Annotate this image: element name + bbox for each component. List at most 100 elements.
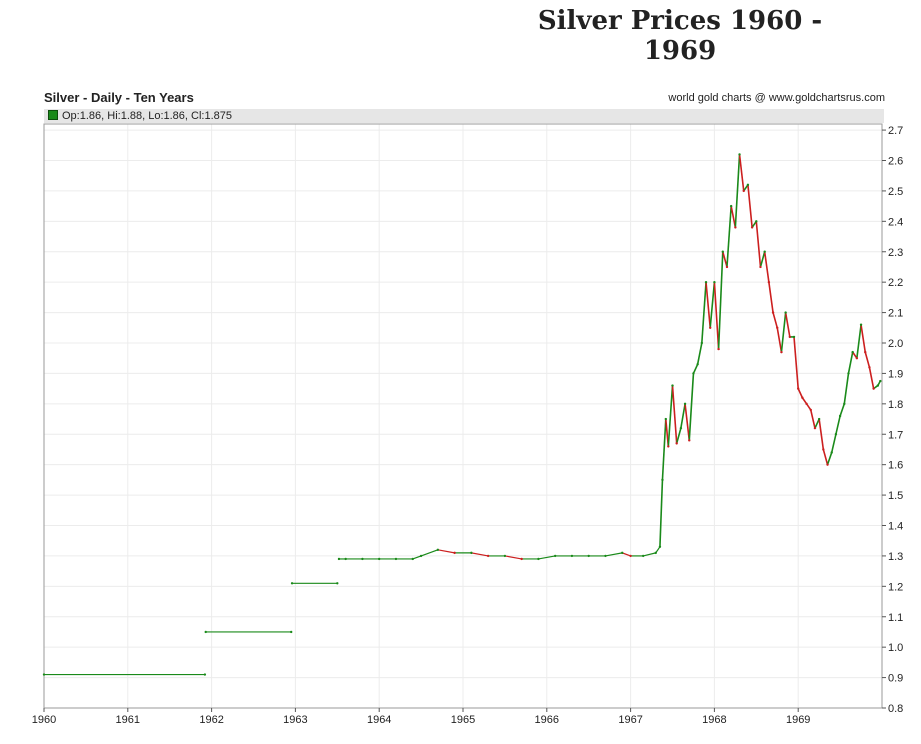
price-point — [755, 220, 758, 223]
price-point — [759, 265, 762, 269]
price-segment — [814, 418, 820, 429]
price-point — [629, 554, 632, 558]
price-segment — [692, 363, 699, 374]
price-segment — [843, 373, 850, 404]
price-point — [725, 265, 729, 269]
price-point — [879, 379, 882, 383]
price-segment — [671, 385, 678, 444]
price-point — [717, 347, 720, 351]
x-tick-label: 1964 — [367, 714, 391, 726]
x-tick-label: 1966 — [535, 714, 559, 726]
price-segment — [688, 373, 695, 441]
price-segment — [655, 546, 661, 554]
ohlc-legend-text: Op:1.86, Hi:1.88, Lo:1.86, Cl:1.875 — [62, 110, 233, 122]
price-point — [394, 557, 398, 561]
price-point — [792, 335, 796, 339]
price-segment — [768, 282, 774, 313]
price-point — [570, 554, 574, 558]
price-segment — [805, 403, 812, 411]
price-point — [746, 183, 750, 187]
price-point — [713, 280, 716, 284]
price-segment — [763, 251, 770, 283]
price-point — [797, 387, 800, 390]
price-point — [729, 204, 733, 208]
price-segment — [835, 415, 841, 435]
price-segment — [852, 351, 858, 359]
price-segment — [772, 312, 779, 329]
price-point — [801, 396, 804, 399]
price-segment — [839, 403, 846, 417]
price-point — [658, 545, 662, 548]
price-point — [767, 280, 771, 284]
price-point — [661, 478, 664, 482]
price-segment — [860, 324, 867, 353]
price-point — [859, 323, 863, 326]
price-point — [675, 442, 678, 445]
y-tick-label: 0.8 — [888, 703, 903, 715]
y-tick-label: 2.6 — [888, 156, 903, 168]
y-axis: 0.8 0.9 1.0 1.1 1.2 1.3 1.4 1.5 1.6 1.7 1.8 1.9 2.0 2… — [882, 125, 903, 715]
price-point — [771, 311, 775, 314]
price-point — [809, 408, 812, 412]
price-point — [641, 554, 645, 558]
price-point — [838, 414, 842, 418]
ohlc-legend: Op:1.86, Hi:1.88, Lo:1.86, Cl:1.875 — [44, 109, 884, 123]
y-tick-label: 2.1 — [888, 308, 903, 320]
page-title: Silver Prices 1960 - 1969 — [537, 6, 823, 66]
y-tick-label: 1.7 — [888, 429, 903, 441]
price-segment — [701, 282, 707, 344]
price-point — [361, 557, 364, 561]
price-point — [855, 357, 859, 360]
price-point — [780, 350, 783, 354]
price-point — [834, 433, 838, 436]
price-point — [664, 417, 667, 421]
price-segment — [709, 282, 716, 328]
y-tick-label: 1.6 — [888, 460, 903, 472]
price-point — [203, 673, 207, 676]
price-segment — [420, 549, 439, 557]
price-point — [876, 384, 880, 387]
price-segment — [705, 282, 712, 328]
y-tick-label: 1.5 — [888, 490, 903, 502]
price-point — [692, 372, 695, 375]
price-point — [470, 551, 473, 555]
price-point — [822, 448, 825, 451]
price-segment — [747, 184, 753, 228]
x-tick-label: 1963 — [283, 714, 307, 726]
price-point — [486, 554, 490, 558]
price-point — [776, 326, 779, 329]
price-point — [621, 551, 624, 555]
y-tick-label: 1.1 — [888, 612, 903, 624]
price-point — [709, 326, 712, 329]
price-point — [667, 445, 670, 448]
price-point — [587, 554, 590, 558]
price-point — [738, 153, 741, 156]
price-segment — [801, 397, 808, 405]
price-point — [813, 426, 817, 430]
price-segment — [847, 351, 854, 374]
price-point — [750, 226, 754, 229]
x-tick-label: 1961 — [116, 714, 140, 726]
y-tick-label: 2.5 — [888, 186, 903, 198]
y-tick-label: 2.3 — [888, 247, 903, 259]
price-segment — [822, 449, 829, 465]
price-point — [721, 250, 724, 253]
price-point — [742, 189, 745, 193]
y-tick-label: 2.7 — [888, 125, 903, 137]
x-tick-label: 1965 — [451, 714, 475, 726]
price-point — [805, 402, 808, 406]
price-segment — [696, 342, 703, 365]
price-point — [378, 557, 381, 561]
price-point — [679, 426, 683, 430]
price-point — [503, 554, 507, 558]
x-tick-label: 1960 — [32, 714, 56, 726]
price-segment — [780, 312, 787, 353]
price-point — [763, 250, 766, 253]
price-segment — [864, 351, 871, 368]
price-segment — [776, 327, 783, 353]
y-tick-label: 2.2 — [888, 277, 903, 289]
price-point — [688, 439, 691, 442]
x-tick-label: 1967 — [618, 714, 642, 726]
price-segment — [797, 388, 804, 399]
price-segment — [622, 552, 631, 557]
